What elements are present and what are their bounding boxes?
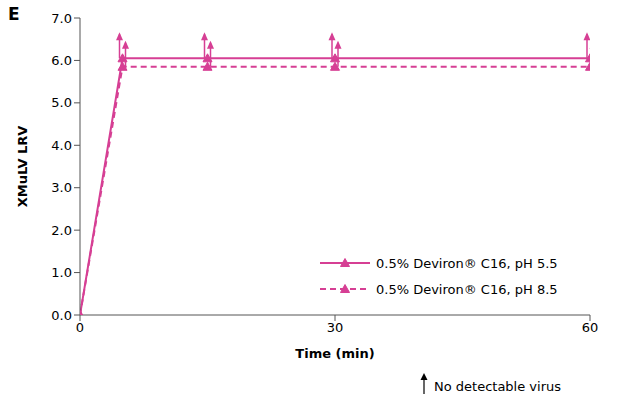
html-text:No detectable virus: No detectable virus — [434, 379, 561, 394]
html-text:E: E — [8, 4, 20, 24]
svg-text:0: 0 — [76, 320, 84, 335]
svg-text:0.0: 0.0 — [51, 308, 72, 323]
svg-text:XMuLV LRV: XMuLV LRV — [15, 126, 30, 208]
svg-text:2.0: 2.0 — [51, 223, 72, 238]
svg-text:Time (min): Time (min) — [295, 346, 374, 361]
svg-text:30: 30 — [327, 320, 344, 335]
svg-text:1.0: 1.0 — [51, 265, 72, 280]
svg-text:60: 60 — [582, 320, 599, 335]
svg-text:7.0: 7.0 — [51, 11, 72, 26]
html-text:0.5% Deviron® C16, pH 8.5: 0.5% Deviron® C16, pH 8.5 — [376, 281, 558, 297]
svg-text:4.0: 4.0 — [51, 138, 72, 153]
svg-text:5.0: 5.0 — [51, 95, 72, 110]
svg-text:3.0: 3.0 — [51, 180, 72, 195]
html-text:0.5% Deviron® C16, pH 5.5: 0.5% Deviron® C16, pH 5.5 — [376, 255, 558, 271]
svg-text:6.0: 6.0 — [51, 53, 72, 68]
